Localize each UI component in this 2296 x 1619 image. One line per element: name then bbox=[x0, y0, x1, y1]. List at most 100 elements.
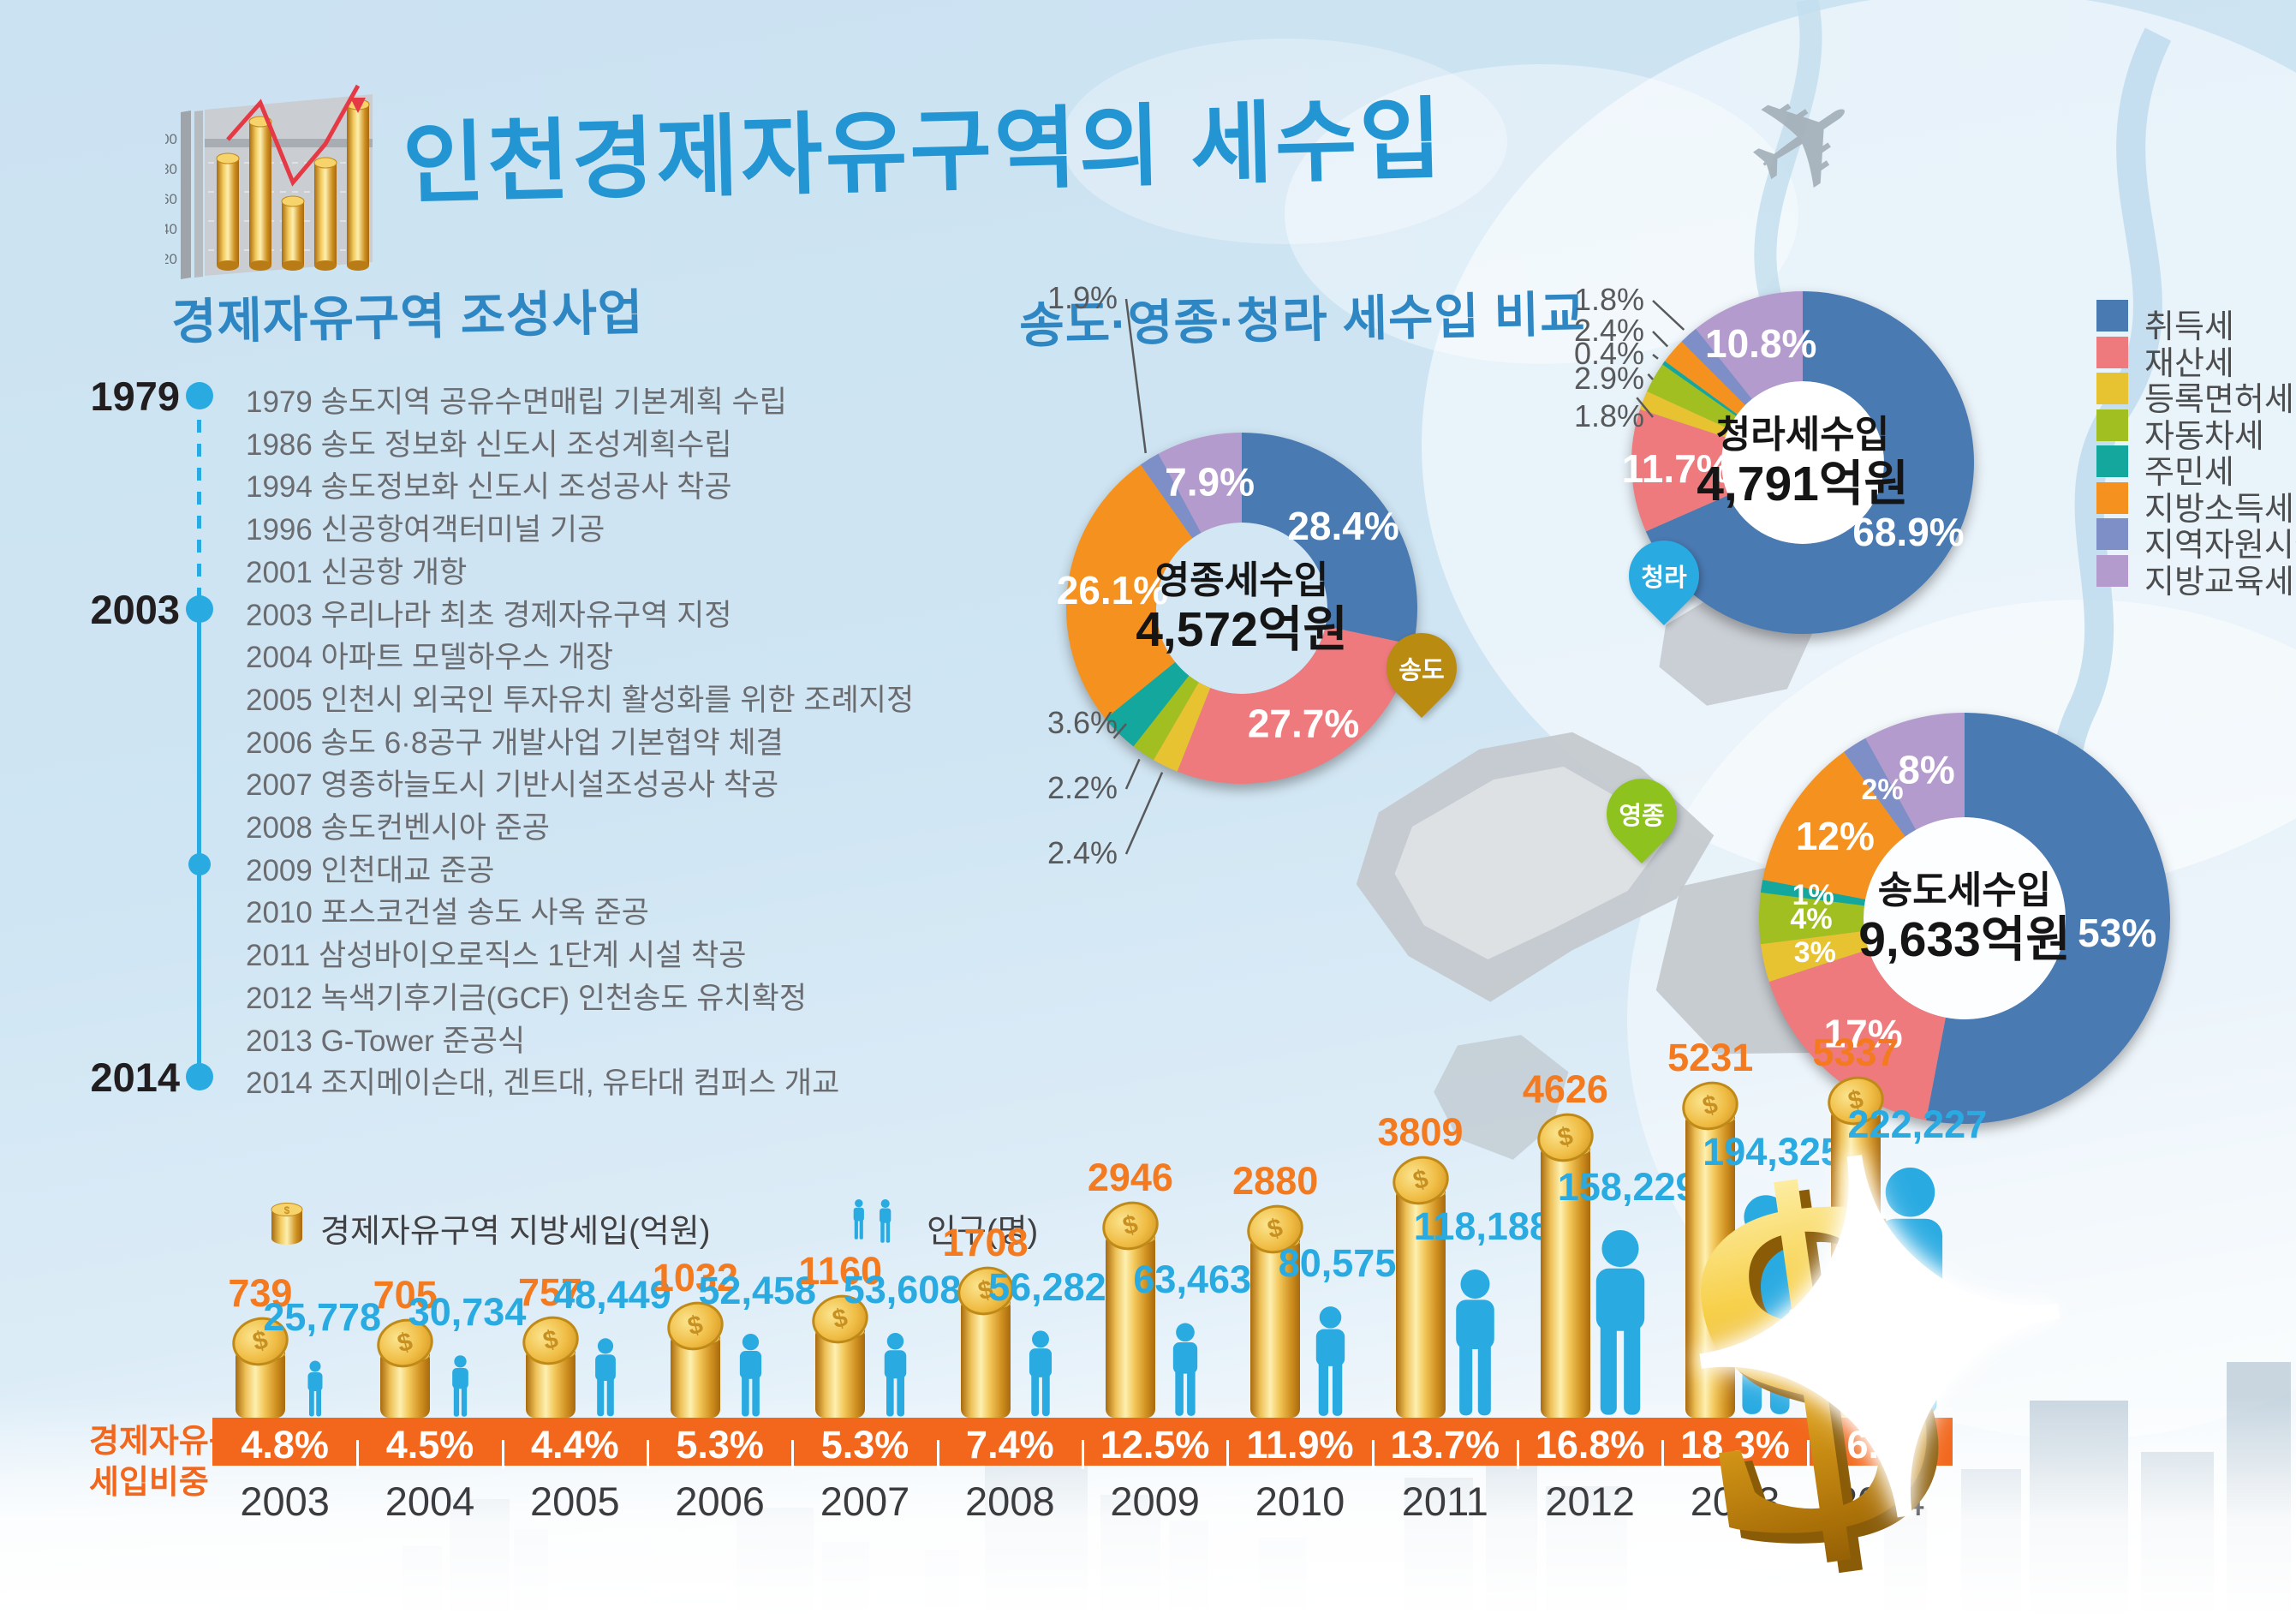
timeline-item: 1996 신공항여객터미널 기공 bbox=[246, 513, 605, 547]
timeline-dot bbox=[186, 1063, 213, 1091]
donut-slice-취득세 bbox=[1645, 291, 1974, 634]
donut-slice-지역자원시설세 bbox=[1140, 453, 1202, 539]
slice-label: 12% bbox=[1796, 814, 1875, 858]
share-percent-label: 16.8% bbox=[1535, 1423, 1645, 1467]
slice-callout-label: 0.4% bbox=[1574, 336, 1644, 371]
slice-label: 17% bbox=[1824, 1011, 1903, 1055]
slice-callout-label: 1.8% bbox=[1574, 398, 1644, 433]
coin-bar-chart-icon: 10080604020 bbox=[153, 70, 384, 302]
slice-label: 7.9% bbox=[1165, 459, 1255, 504]
timeline-item: 2001 신공항 개항 bbox=[246, 555, 468, 589]
year-label: 2009 bbox=[1110, 1479, 1200, 1524]
timeline-item: 1986 송도 정보화 신도시 조성계획수립 bbox=[246, 427, 732, 462]
timeline-dot bbox=[186, 382, 213, 409]
share-percent-label: 4.5% bbox=[385, 1423, 474, 1467]
revenue-value-label: 4626 bbox=[1522, 1067, 1608, 1111]
map-pin-영종: 영종 bbox=[1592, 764, 1691, 863]
donut-slice-재산세 bbox=[1768, 949, 1946, 1120]
band-divider bbox=[1517, 1440, 1519, 1469]
map-pin-label: 청라 bbox=[1641, 565, 1687, 592]
slice-callout-label: 2.4% bbox=[1047, 835, 1118, 870]
timeline-item: 2004 아파트 모델하우스 개장 bbox=[246, 641, 614, 675]
population-figure-2014 bbox=[1878, 1168, 1943, 1414]
legend-swatch bbox=[2096, 554, 2128, 587]
population-value-label: 118,188 bbox=[1413, 1204, 1551, 1248]
population-legend-label: 인구(명) bbox=[927, 1214, 1039, 1250]
donut-slice-등록면허세 bbox=[1639, 391, 1729, 438]
revenue-legend-label: 경제자유구역 지방세입(억원) bbox=[320, 1214, 711, 1250]
population-figure-2008 bbox=[1029, 1330, 1052, 1417]
slice-label: 26.1% bbox=[1057, 568, 1168, 612]
timeline-item: 1979 송도지역 공유수면매립 기본계획 수립 bbox=[246, 385, 787, 419]
year-label: 2013 bbox=[1691, 1478, 1780, 1525]
share-percent-label: 5.3% bbox=[676, 1423, 764, 1467]
share-percent-label: 12.5% bbox=[1100, 1423, 1210, 1467]
band-divider bbox=[1082, 1440, 1084, 1469]
timeline-item: 2008 송도컨벤시아 준공 bbox=[246, 811, 550, 845]
revenue-value-label: 757 bbox=[517, 1270, 583, 1314]
slice-callout-label: 2.2% bbox=[1047, 770, 1118, 805]
slice-callout-label: 1.9% bbox=[1047, 280, 1118, 315]
slice-label: 3% bbox=[1794, 936, 1836, 969]
population-value-label: 25,778 bbox=[263, 1295, 382, 1339]
timeline-item: 2003 우리나라 최초 경제자유구역 지정 bbox=[246, 598, 732, 632]
slice-label: 2% bbox=[1862, 774, 1904, 806]
legend-label: 지방교육세 bbox=[2144, 564, 2294, 600]
donut-center-value: 4,791억원 bbox=[1697, 457, 1909, 511]
slice-label: 8% bbox=[1898, 748, 1954, 792]
share-percent-label: 11.9% bbox=[1246, 1423, 1354, 1467]
timeline-dot bbox=[186, 594, 213, 623]
slice-callout-label: 3.6% bbox=[1047, 705, 1118, 740]
revenue-value-label: 1032 bbox=[652, 1256, 738, 1299]
slice-label: 4% bbox=[1790, 903, 1832, 935]
revenue-bar-2005: $ bbox=[516, 1310, 584, 1418]
timeline-line-dashed bbox=[197, 396, 201, 609]
slice-callout-label: 2.4% bbox=[1574, 313, 1644, 348]
timeline-item: 2013 G-Tower 준공식 bbox=[246, 1024, 526, 1058]
donut-slice-지방교육세 bbox=[1865, 713, 1965, 830]
population-figure-2011 bbox=[1456, 1270, 1495, 1416]
revenue-value-label: 705 bbox=[373, 1273, 438, 1317]
year-label: 2012 bbox=[1545, 1479, 1635, 1524]
population-figure-2005 bbox=[594, 1338, 616, 1417]
legend-item: 등록면허세 bbox=[2096, 373, 2296, 418]
population-value-label: 30,734 bbox=[408, 1290, 527, 1334]
legend-swatch bbox=[2096, 373, 2128, 404]
revenue-bar-2008: $ bbox=[951, 1260, 1019, 1418]
icon-axis-label: 20 bbox=[165, 251, 177, 267]
revenue-value-label: 2946 bbox=[1087, 1156, 1173, 1199]
revenue-bar-2009: $ bbox=[1097, 1195, 1164, 1418]
people-icon bbox=[850, 1199, 916, 1248]
timeline-line-solid bbox=[197, 608, 201, 1078]
slice-label: 53% bbox=[2078, 911, 2156, 955]
slice-label: 1% bbox=[1792, 879, 1834, 911]
donut-slice-재산세 bbox=[1631, 409, 1729, 532]
legend-swatch bbox=[2096, 300, 2128, 332]
revenue-bar-2013: $ bbox=[1677, 1075, 1744, 1418]
population-figure-2006 bbox=[739, 1334, 761, 1417]
revenue-bar-2014: $ bbox=[1822, 1070, 1889, 1418]
legend-item: 지역자원시설세 bbox=[2096, 518, 2296, 564]
population-value-label: 56,282 bbox=[988, 1265, 1106, 1309]
donut-slice-자동차세 bbox=[1133, 675, 1199, 761]
coin-icon: $ bbox=[267, 1198, 307, 1250]
donut-slice-자동차세 bbox=[1759, 892, 1864, 945]
legend-item: 자동차세 bbox=[2096, 409, 2296, 455]
timeline-item: 1994 송도정보화 신도시 조성공사 착공 bbox=[246, 470, 732, 505]
donut-slice-지방교육세 bbox=[1158, 433, 1242, 534]
timeline-item: 2006 송도 6·8공구 개발사업 기본협약 체결 bbox=[246, 726, 784, 760]
timeline: 1979 1979 송도지역 공유수면매립 기본계획 수립 1986 송도 정보화 … bbox=[0, 0, 1011, 1619]
population-value-label: 53,608 bbox=[843, 1268, 962, 1311]
share-percent-label: 5.3% bbox=[820, 1423, 909, 1467]
year-label: 2003 bbox=[240, 1479, 330, 1524]
revenue-bar-2010: $ bbox=[1242, 1198, 1309, 1418]
legend-label: 자동차세 bbox=[2144, 418, 2264, 455]
icon-axis-label: 80 bbox=[165, 161, 177, 177]
donut-slice-재산세 bbox=[1177, 625, 1414, 784]
share-percent-label: 13.7% bbox=[1390, 1423, 1500, 1467]
icon-axis-label: 40 bbox=[165, 221, 177, 237]
slice-label: 68.9% bbox=[1852, 510, 1964, 554]
legend-label: 재산세 bbox=[2144, 345, 2234, 382]
map-pin-label: 송도 bbox=[1398, 657, 1445, 684]
population-value-label: 222,227 bbox=[1847, 1102, 1988, 1146]
